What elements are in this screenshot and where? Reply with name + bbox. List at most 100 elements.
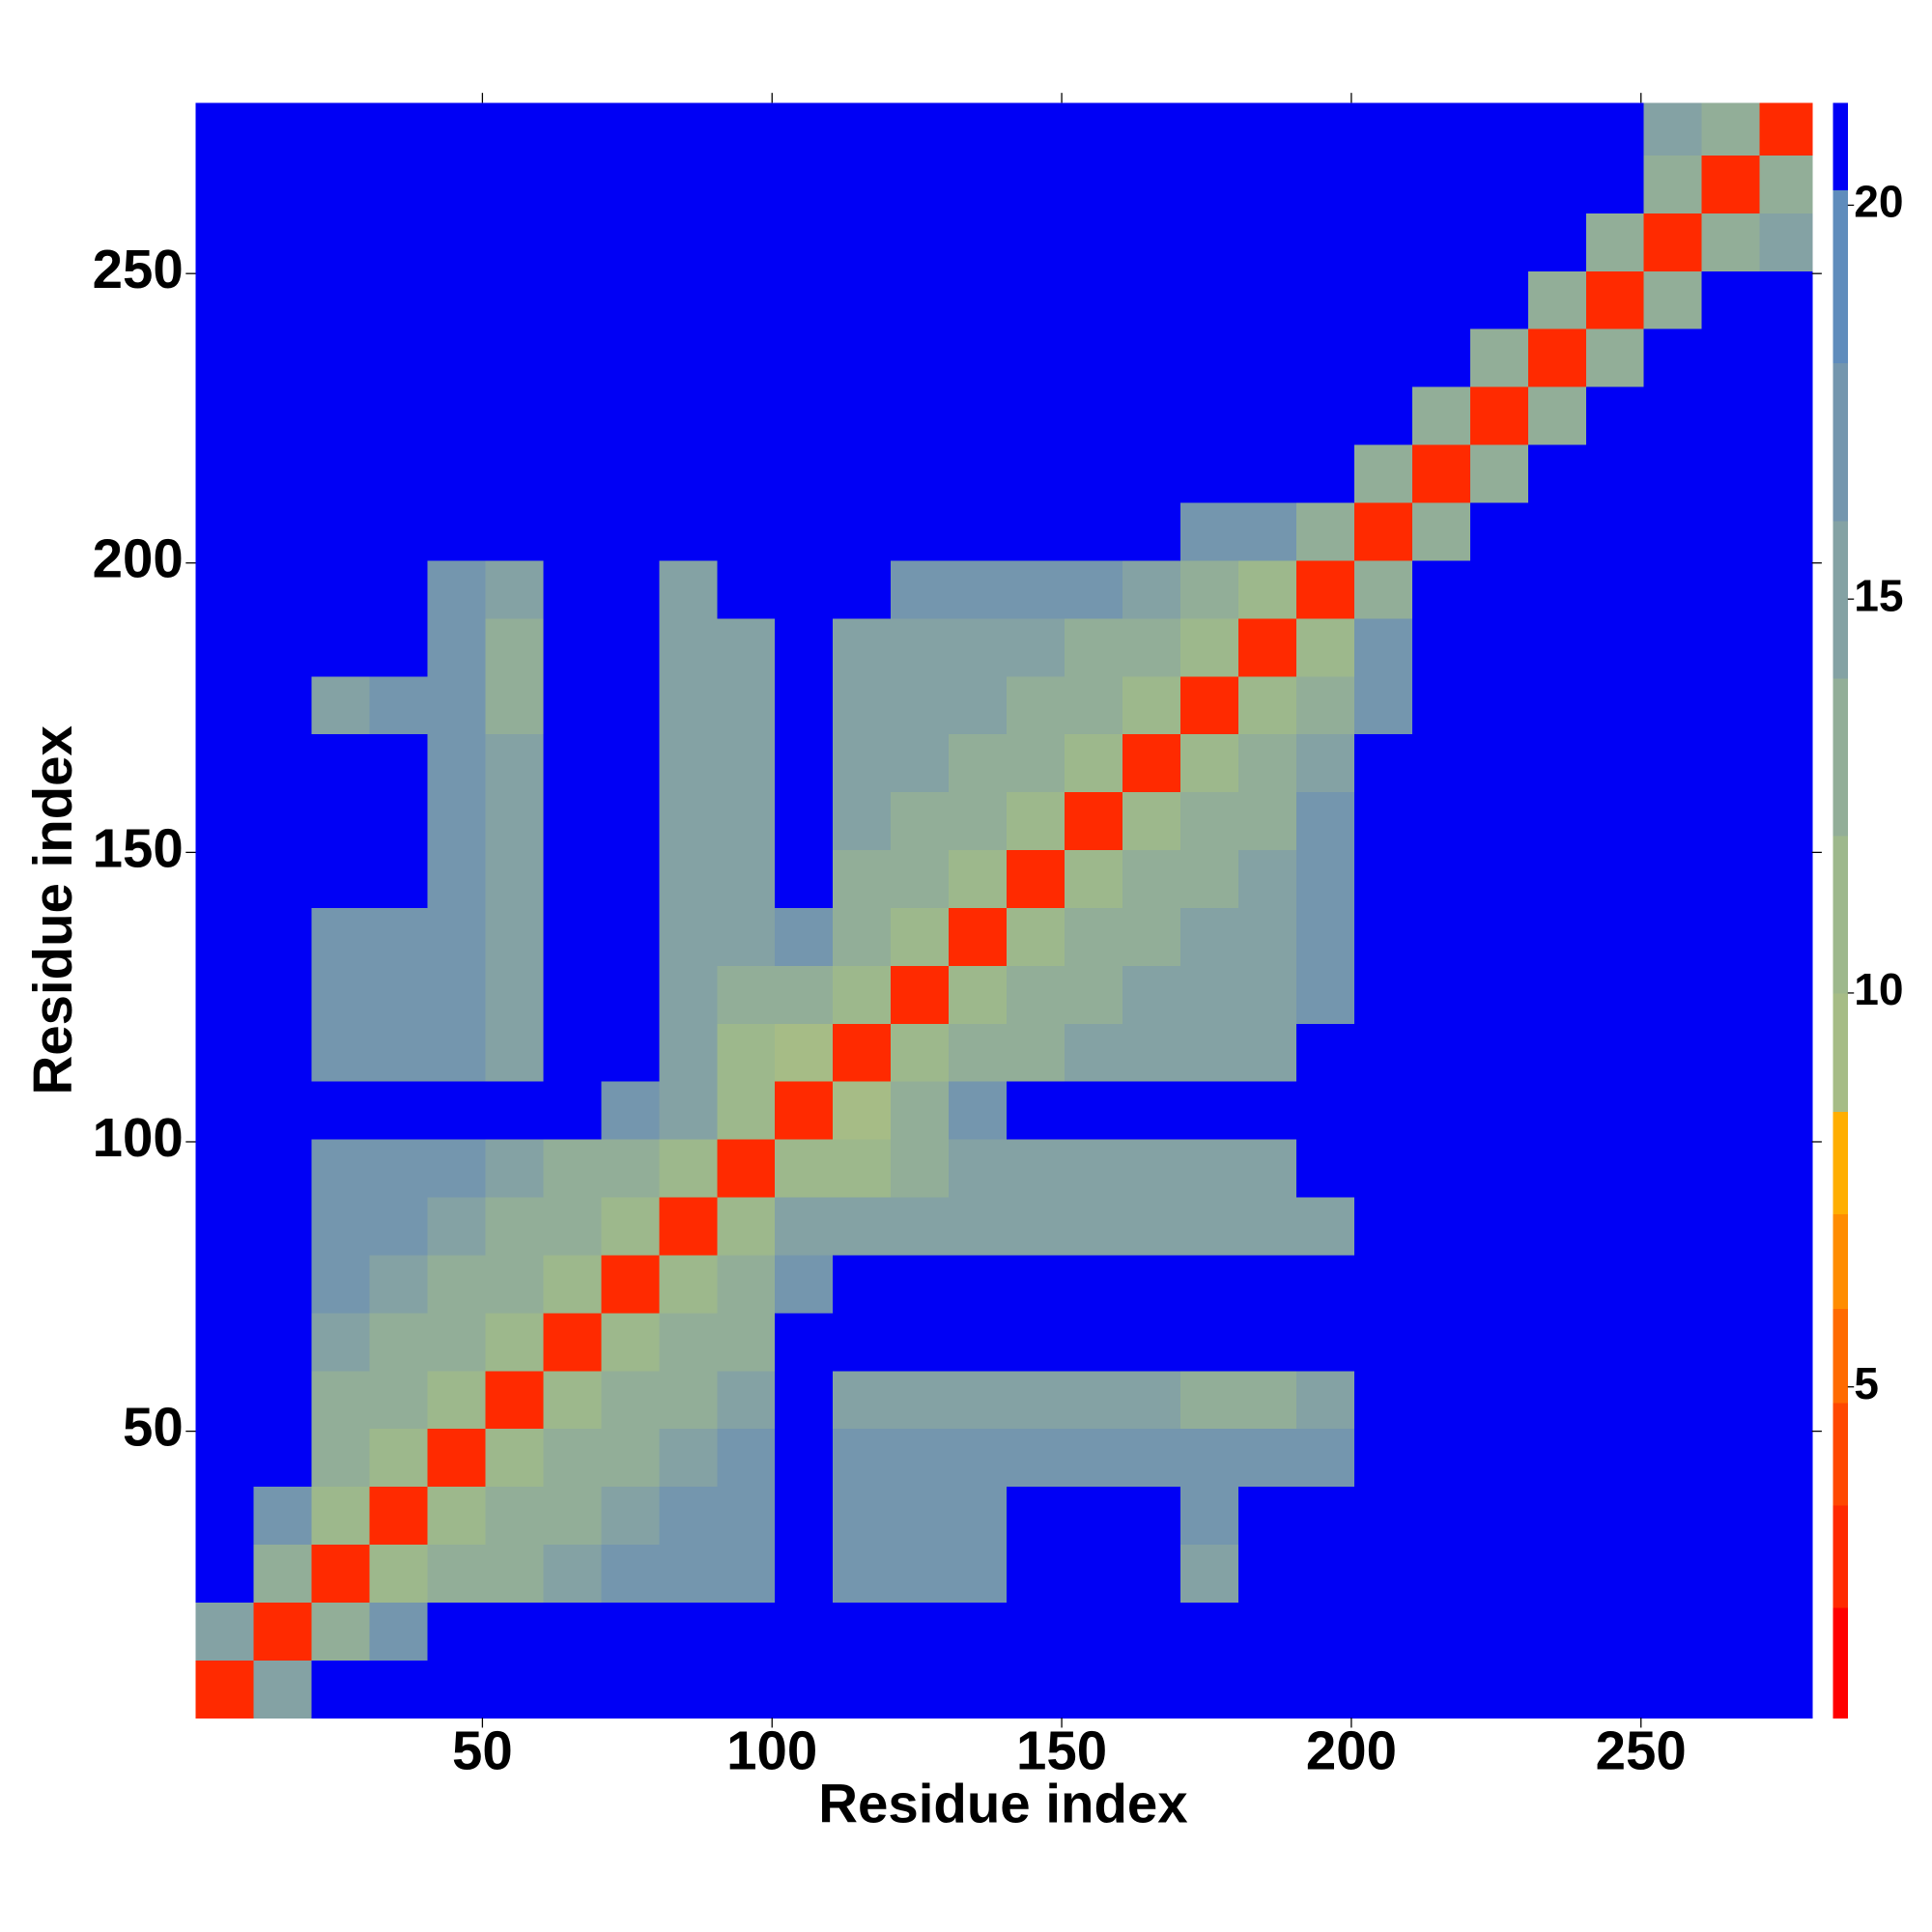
- heatmap-cell: [311, 791, 371, 851]
- heatmap-cell: [1411, 617, 1471, 677]
- heatmap-cell: [1295, 791, 1355, 851]
- heatmap-cell: [1065, 270, 1123, 329]
- heatmap-cell: [1759, 1544, 1813, 1604]
- heatmap-cell: [891, 102, 950, 156]
- heatmap-cell: [1469, 1370, 1529, 1430]
- heatmap-cell: [601, 733, 660, 793]
- heatmap-cell: [311, 965, 371, 1024]
- heatmap-cell: [369, 270, 429, 329]
- heatmap-cell: [717, 270, 776, 329]
- heatmap-cell: [1180, 1023, 1239, 1082]
- heatmap-cell: [369, 1023, 429, 1082]
- heatmap-cell: [543, 1486, 602, 1546]
- heatmap-cell: [1122, 907, 1181, 966]
- heatmap-cell: [1701, 1544, 1761, 1604]
- heatmap-cell: [1237, 1428, 1297, 1488]
- heatmap-cell: [1295, 443, 1355, 503]
- heatmap-cell: [949, 1486, 1008, 1546]
- heatmap-cell: [1469, 501, 1529, 561]
- heatmap-cell: [427, 1370, 487, 1430]
- heatmap-cell: [1295, 617, 1355, 677]
- heatmap-cell: [543, 155, 602, 213]
- heatmap-cell: [775, 1081, 834, 1140]
- heatmap-cell: [775, 213, 834, 271]
- heatmap-cell: [833, 965, 892, 1024]
- heatmap-cell: [891, 328, 950, 387]
- heatmap-cell: [1122, 791, 1181, 851]
- heatmap-cell: [775, 501, 834, 561]
- heatmap-cell: [601, 443, 660, 503]
- heatmap-cell: [311, 907, 371, 966]
- heatmap-cell: [1065, 675, 1123, 735]
- heatmap-cell: [775, 1660, 834, 1719]
- heatmap-cell: [949, 386, 1008, 445]
- heatmap-cell: [717, 617, 776, 677]
- heatmap-cell: [1065, 155, 1123, 213]
- heatmap-cell: [1007, 1196, 1065, 1256]
- heatmap-cell: [1180, 965, 1239, 1024]
- heatmap-cell: [1701, 791, 1761, 851]
- colorbar-tick-label: 20: [1854, 177, 1903, 227]
- colorbar-tick-label: 10: [1854, 964, 1903, 1014]
- heatmap-cell: [543, 501, 602, 561]
- heatmap-cell: [369, 1312, 429, 1372]
- heatmap-cell: [1353, 213, 1413, 271]
- heatmap-cell: [253, 733, 313, 793]
- heatmap-cell: [1237, 1370, 1297, 1430]
- heatmap-cell: [775, 1370, 834, 1430]
- heatmap-cell: [253, 849, 313, 908]
- heatmap-cell: [891, 1081, 950, 1140]
- heatmap-cell: [1585, 1602, 1645, 1661]
- heatmap-cell: [543, 1081, 602, 1140]
- heatmap-cell: [195, 501, 255, 561]
- heatmap-cell: [1065, 1544, 1123, 1604]
- heatmap-cell: [949, 907, 1008, 966]
- heatmap-cell: [833, 1544, 892, 1604]
- heatmap-cell: [1527, 1486, 1587, 1546]
- heatmap-cell: [1237, 1196, 1297, 1256]
- heatmap-cell: [1007, 501, 1065, 561]
- heatmap-cell: [1007, 791, 1065, 851]
- heatmap-cell: [195, 213, 255, 271]
- heatmap-cell: [891, 1254, 950, 1314]
- heatmap-cell: [949, 965, 1008, 1024]
- heatmap-cell: [949, 1602, 1008, 1661]
- heatmap-cell: [195, 386, 255, 445]
- heatmap-cell: [833, 443, 892, 503]
- heatmap-cell: [1527, 1196, 1587, 1256]
- heatmap-cell: [1353, 559, 1413, 619]
- heatmap-cell: [311, 1254, 371, 1314]
- heatmap-cell: [1411, 1602, 1471, 1661]
- heatmap-cell: [775, 1196, 834, 1256]
- heatmap-cell: [1469, 791, 1529, 851]
- heatmap-cell: [1411, 1254, 1471, 1314]
- heatmap-cell: [1180, 791, 1239, 851]
- heatmap-cell: [1759, 270, 1813, 329]
- heatmap-cell: [1007, 1023, 1065, 1082]
- heatmap-cell: [1643, 791, 1703, 851]
- heatmap-cell: [601, 1023, 660, 1082]
- heatmap-cell: [311, 617, 371, 677]
- heatmap-cell: [369, 965, 429, 1024]
- heatmap-cell: [1180, 102, 1239, 156]
- heatmap-cell: [427, 965, 487, 1024]
- heatmap-cell: [659, 1660, 718, 1719]
- heatmap-cell: [1411, 733, 1471, 793]
- heatmap-cell: [253, 1602, 313, 1661]
- heatmap-cell: [833, 328, 892, 387]
- heatmap-cell: [1122, 1660, 1181, 1719]
- heatmap-cell: [1122, 1023, 1181, 1082]
- heatmap-cell: [369, 1660, 429, 1719]
- heatmap-cell: [1122, 1254, 1181, 1314]
- heatmap-cell: [775, 907, 834, 966]
- heatmap-cell: [1585, 386, 1645, 445]
- heatmap-cell: [601, 1544, 660, 1604]
- heatmap-cell: [253, 791, 313, 851]
- heatmap-cell: [485, 1023, 545, 1082]
- heatmap-cell: [1295, 102, 1355, 156]
- heatmap-cell: [1759, 1602, 1813, 1661]
- heatmap-cell: [949, 102, 1008, 156]
- heatmap-cell: [601, 102, 660, 156]
- heatmap-cell: [1007, 1544, 1065, 1604]
- heatmap-cell: [1180, 328, 1239, 387]
